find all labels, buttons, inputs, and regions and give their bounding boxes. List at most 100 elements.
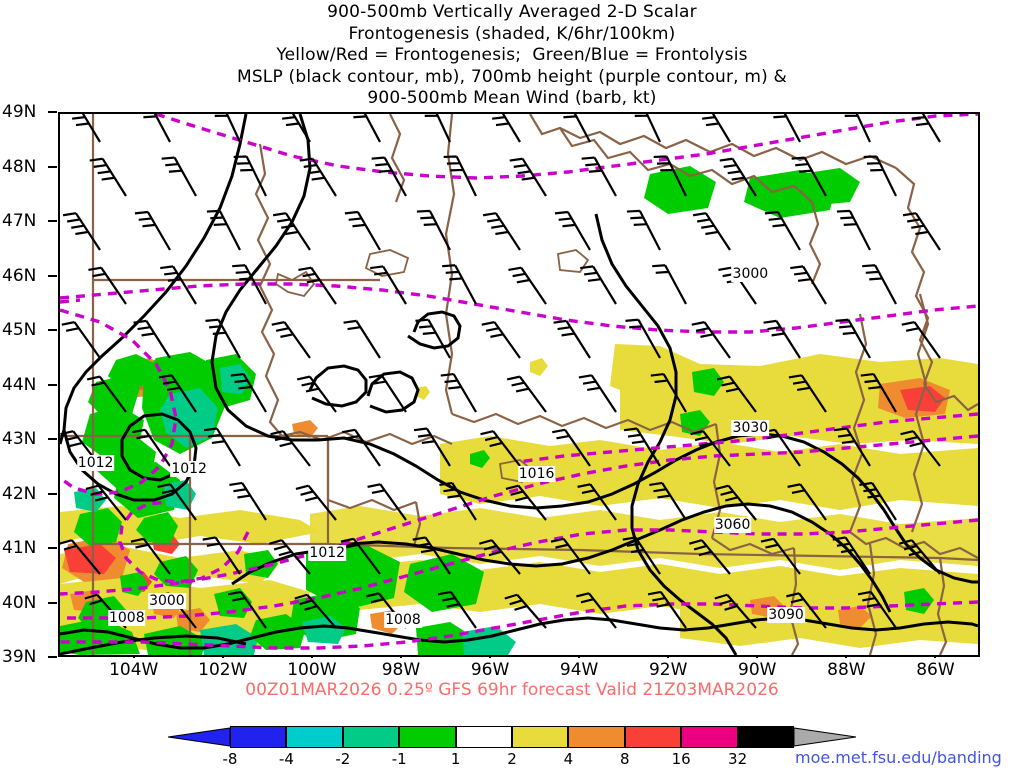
wind-barb bbox=[691, 321, 731, 359]
y-axis-tick-label: 40N bbox=[2, 592, 37, 613]
y-axis-tick-mark bbox=[48, 601, 57, 604]
wind-barb bbox=[791, 156, 827, 197]
x-axis-tick-label: 94W bbox=[559, 660, 599, 680]
wind-barb bbox=[634, 114, 661, 143]
wind-barb bbox=[72, 114, 101, 143]
wind-barb bbox=[271, 321, 311, 359]
wind-barb bbox=[343, 319, 381, 359]
wind-barb bbox=[902, 212, 941, 251]
wind-barb bbox=[790, 265, 827, 305]
wind-barb bbox=[158, 374, 197, 413]
wind-barb bbox=[132, 428, 171, 467]
colorbar-tick-label: 16 bbox=[671, 750, 691, 768]
wind-barb bbox=[443, 155, 477, 197]
wind-barb bbox=[157, 483, 197, 521]
wind-barb bbox=[553, 319, 591, 359]
x-axis-tick-label: 100W bbox=[287, 660, 337, 680]
colorbar-tick-label: 2 bbox=[507, 750, 517, 768]
wind-barb bbox=[832, 536, 871, 575]
wind-barb bbox=[88, 266, 127, 305]
colorbar-segment bbox=[624, 726, 682, 748]
wind-barb bbox=[844, 114, 871, 143]
wind-barb bbox=[133, 319, 171, 359]
wind-barb bbox=[786, 592, 827, 629]
colorbar-segment bbox=[737, 726, 794, 748]
colorbar-segment bbox=[230, 726, 287, 748]
wind-barb bbox=[439, 481, 477, 521]
wind-barb bbox=[833, 427, 871, 467]
site-watermark: moe.met.fsu.edu/banding bbox=[795, 748, 1002, 767]
wind-barb bbox=[563, 114, 591, 143]
height-contour-label: 3000 bbox=[148, 593, 186, 610]
colorbar-tick-label: -4 bbox=[278, 750, 294, 768]
wind-barb bbox=[626, 209, 661, 251]
wind-barb bbox=[715, 484, 757, 521]
colorbar-segment bbox=[681, 726, 738, 748]
x-axis-tick-label: 92W bbox=[648, 660, 688, 680]
y-axis-tick-label: 43N bbox=[2, 429, 37, 449]
wind-barb bbox=[860, 372, 897, 413]
wind-barb bbox=[787, 483, 827, 521]
height-contour-label: 3030 bbox=[731, 419, 770, 436]
wind-barb bbox=[578, 374, 617, 413]
wind-barb bbox=[576, 592, 617, 629]
x-axis-tick-label: 86W bbox=[916, 660, 955, 680]
colorbar-tick-label: 8 bbox=[620, 750, 630, 768]
wind-barb bbox=[442, 264, 477, 305]
wind-barb bbox=[508, 266, 547, 305]
wind-barb bbox=[440, 372, 477, 413]
wind-barb bbox=[505, 484, 547, 521]
wind-barb bbox=[134, 210, 171, 251]
wind-barb bbox=[623, 427, 661, 467]
wind-barb bbox=[773, 114, 801, 143]
wind-barb bbox=[836, 209, 871, 251]
height-contour-label: 3000 bbox=[731, 266, 770, 283]
colorbar-tick-label: 1 bbox=[450, 750, 461, 768]
wind-barb bbox=[203, 427, 241, 467]
y-axis-tick-label: 46N bbox=[2, 265, 37, 286]
colorbar-over-arrow bbox=[793, 727, 856, 747]
wind-barb bbox=[206, 209, 241, 251]
wind-barb bbox=[550, 537, 591, 575]
wind-barb bbox=[368, 374, 407, 413]
wind-barb bbox=[272, 212, 311, 251]
wind-barb bbox=[554, 210, 591, 251]
colorbar-tick-label: -1 bbox=[391, 750, 407, 768]
y-axis-tick-label: 42N bbox=[2, 483, 37, 504]
wind-barb bbox=[160, 265, 197, 305]
wind-barb bbox=[296, 375, 337, 413]
wind-barb bbox=[61, 321, 101, 359]
y-axis-tick-mark bbox=[48, 492, 57, 495]
colorbar-tick-label: 32 bbox=[728, 750, 748, 768]
wind-barb bbox=[270, 430, 311, 467]
frontogenesis-shading bbox=[60, 166, 978, 655]
wind-barb bbox=[689, 539, 731, 575]
wind-barb bbox=[62, 212, 101, 251]
wind-barb bbox=[371, 156, 407, 197]
wind-barb bbox=[863, 155, 897, 197]
wind-barb bbox=[227, 590, 267, 629]
wind-barb bbox=[862, 264, 897, 305]
wind-barb bbox=[415, 318, 451, 359]
wind-barb bbox=[344, 210, 381, 251]
wind-barb bbox=[901, 321, 941, 359]
title-line-4: MSLP (black contour, mb), 700mb height (… bbox=[236, 66, 788, 87]
wind-barb bbox=[718, 266, 757, 305]
y-axis-tick-label: 49N bbox=[2, 102, 37, 122]
colorbar-segment bbox=[342, 726, 400, 748]
height-contour-label: 3060 bbox=[713, 516, 752, 533]
wind-barb bbox=[299, 157, 337, 197]
title-line-3: Yellow/Red = Frontogenesis; Green/Blue =… bbox=[276, 45, 748, 65]
wind-barb bbox=[202, 536, 241, 575]
wind-barb bbox=[161, 156, 197, 197]
mslp-contour-label: 1012 bbox=[308, 544, 347, 561]
wind-barb bbox=[143, 114, 171, 143]
wind-barb bbox=[552, 428, 591, 467]
wind-barb bbox=[492, 114, 521, 143]
wind-barb bbox=[482, 212, 521, 251]
wind-barb bbox=[649, 481, 687, 521]
y-axis-tick-mark bbox=[48, 438, 57, 440]
wind-barb bbox=[509, 157, 547, 197]
y-axis-tick-mark bbox=[48, 656, 57, 658]
y-axis-labels: 49N 48N 47N 46N 45N 44N 43N 42N 41N 40N 39N bbox=[0, 0, 58, 768]
